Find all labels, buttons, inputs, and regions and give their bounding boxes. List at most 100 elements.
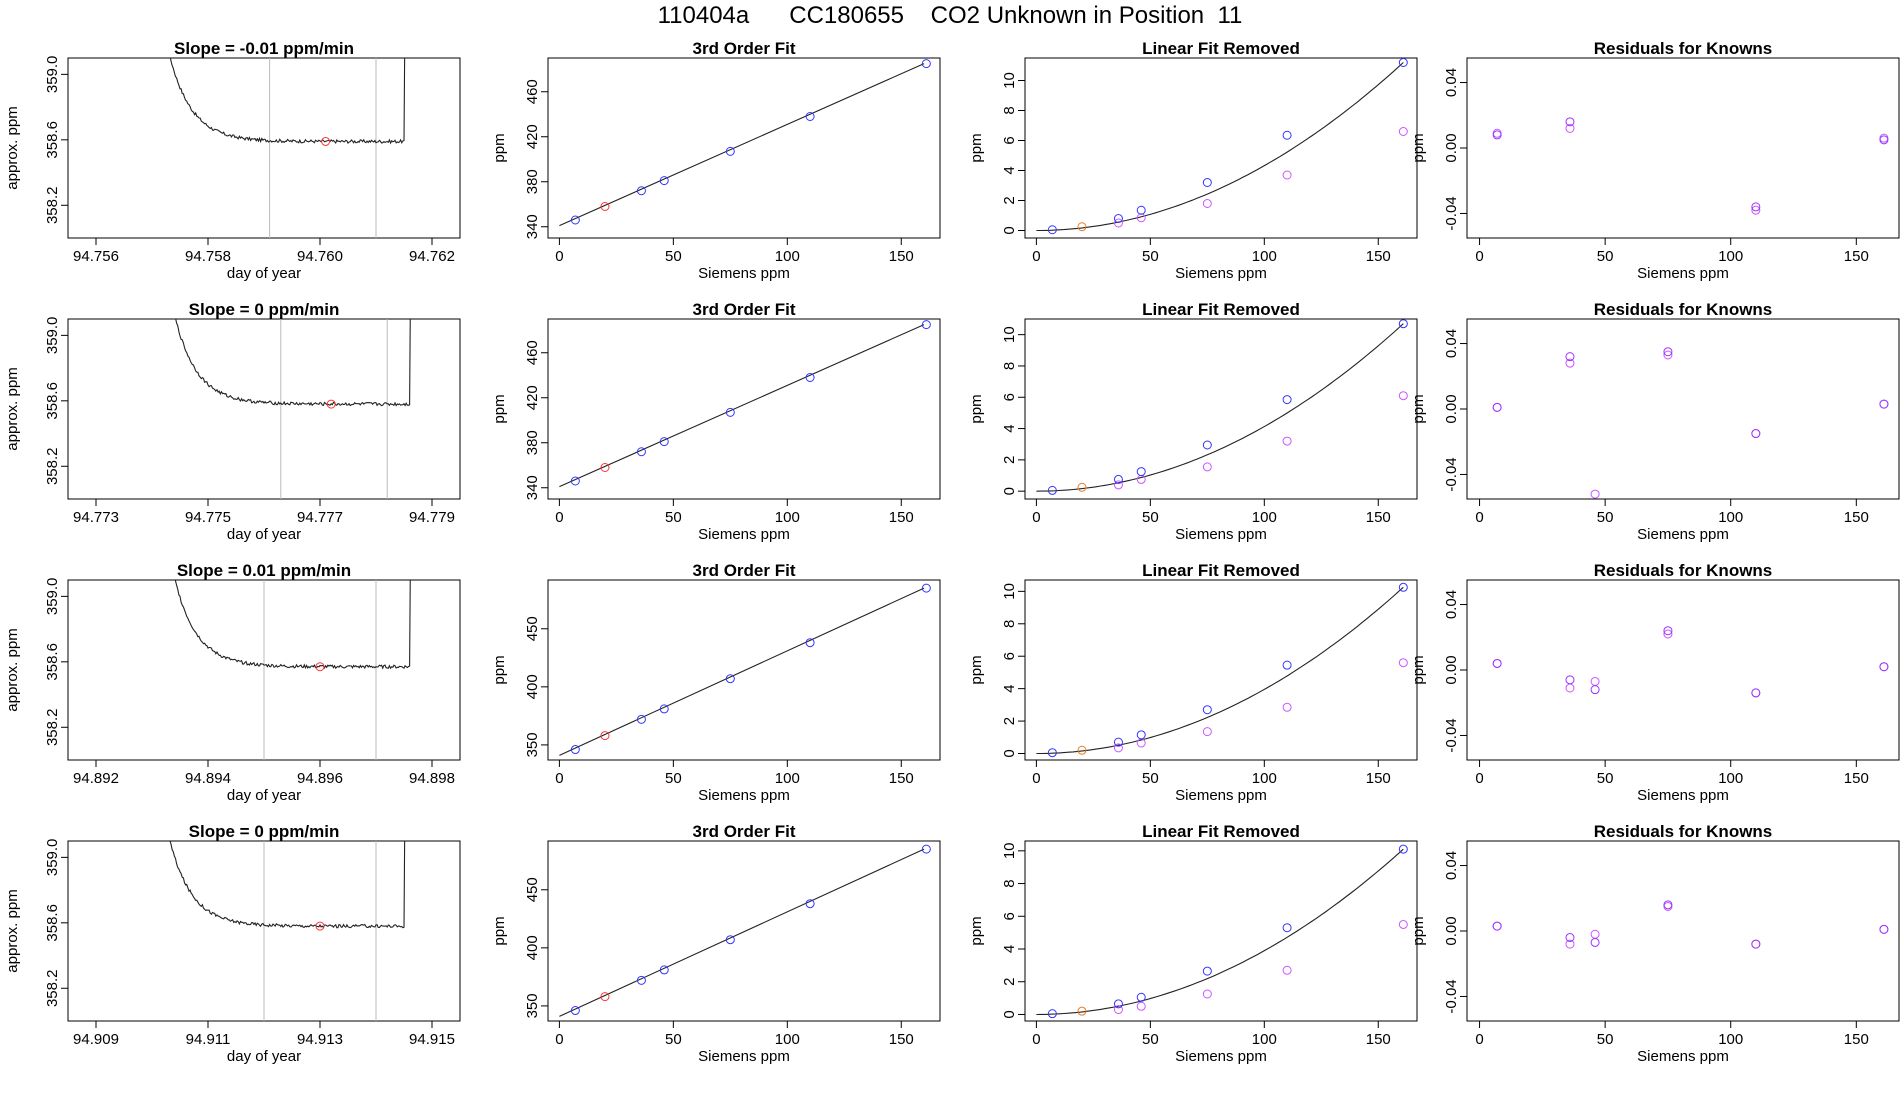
x-axis-label: Siemens ppm bbox=[1175, 526, 1267, 543]
x-tick-label: 50 bbox=[1142, 509, 1159, 526]
x-tick-label: 150 bbox=[1366, 1031, 1391, 1048]
x-tick-label: 100 bbox=[1718, 248, 1743, 265]
known-point bbox=[570, 1006, 580, 1016]
plot-area bbox=[559, 59, 931, 227]
y-tick-label: 8 bbox=[1001, 106, 1018, 114]
removed-point bbox=[1136, 1001, 1146, 1011]
x-tick-label: 100 bbox=[775, 770, 800, 787]
residual-point bbox=[1879, 662, 1889, 672]
x-tick-label: 150 bbox=[1366, 509, 1391, 526]
removed-point bbox=[1398, 658, 1408, 668]
panel-r2-c4: Residuals for Knowns 0 50 100 150 -0.04 0.00 0.… bbox=[1410, 300, 1900, 543]
plot-frame bbox=[1466, 318, 1900, 500]
y-tick-label: 400 bbox=[524, 674, 541, 699]
unknown-sample-marker bbox=[326, 399, 336, 409]
plot-area bbox=[1492, 900, 1889, 949]
x-tick-label: 150 bbox=[889, 248, 914, 265]
y-axis-label: ppm bbox=[1410, 916, 1427, 945]
y-axis-label: approx. ppm bbox=[4, 628, 21, 711]
plot-area bbox=[174, 580, 411, 760]
y-tick-label: 6 bbox=[1001, 136, 1018, 144]
panel-title: Linear Fit Removed bbox=[1142, 300, 1300, 319]
y-tick-label: 0.00 bbox=[1443, 394, 1460, 423]
panel-r2-c1: Slope = 0 ppm/min 94.773 94.775 94.777 94.77… bbox=[4, 300, 461, 543]
x-tick-label: 0 bbox=[1475, 1031, 1483, 1048]
panel-title: Linear Fit Removed bbox=[1142, 39, 1300, 58]
y-axis-label: ppm bbox=[968, 394, 985, 423]
y-tick-label: 358.6 bbox=[44, 904, 61, 942]
y-tick-label: 0.00 bbox=[1443, 133, 1460, 162]
y-axis-label: ppm bbox=[491, 916, 508, 945]
y-tick-label: 4 bbox=[1001, 945, 1018, 953]
y-tick-label: -0.04 bbox=[1443, 196, 1460, 230]
x-tick-label: 94.913 bbox=[297, 1031, 343, 1048]
y-tick-label: 358.6 bbox=[44, 382, 61, 420]
panel-title: Residuals for Knowns bbox=[1594, 561, 1773, 580]
removed-point bbox=[1590, 489, 1600, 499]
removed-point bbox=[1565, 123, 1575, 133]
x-axis-label: Siemens ppm bbox=[1637, 526, 1729, 543]
y-tick-label: -0.04 bbox=[1443, 718, 1460, 752]
y-tick-label: 340 bbox=[524, 475, 541, 500]
plot-area bbox=[1492, 117, 1889, 215]
plot-frame bbox=[1024, 318, 1418, 500]
known-point bbox=[805, 373, 815, 382]
x-axis-label: Siemens ppm bbox=[1175, 1048, 1267, 1065]
x-axis-label: Siemens ppm bbox=[698, 1048, 790, 1065]
known-point bbox=[725, 674, 735, 684]
residual-point bbox=[1565, 352, 1575, 362]
y-tick-label: 4 bbox=[1001, 424, 1018, 432]
known-point bbox=[1202, 966, 1212, 976]
y-axis-label: ppm bbox=[491, 394, 508, 423]
plot-frame bbox=[547, 318, 941, 500]
y-tick-label: 2 bbox=[1001, 717, 1018, 725]
removed-point bbox=[1202, 727, 1212, 737]
x-tick-label: 50 bbox=[665, 1031, 682, 1048]
known-point bbox=[1202, 178, 1212, 187]
known-point bbox=[725, 935, 735, 945]
plot-area bbox=[1036, 844, 1408, 1019]
x-tick-label: 150 bbox=[1844, 248, 1869, 265]
panel-title: Slope = 0 ppm/min bbox=[189, 822, 340, 841]
panel-title: 3rd Order Fit bbox=[693, 39, 796, 58]
x-tick-label: 50 bbox=[1142, 770, 1159, 787]
known-point bbox=[921, 320, 931, 330]
known-point bbox=[659, 176, 669, 186]
x-tick-label: 100 bbox=[775, 248, 800, 265]
y-axis-label: approx. ppm bbox=[4, 367, 21, 450]
plot-frame bbox=[547, 840, 941, 1022]
plot-area bbox=[175, 319, 411, 499]
removed-point bbox=[1663, 629, 1673, 639]
removed-point bbox=[1282, 436, 1292, 446]
panel-r4-c3: Linear Fit Removed 0 50 100 150 0 2 4 6 8 10 Siemen… bbox=[968, 822, 1418, 1065]
known-point bbox=[1398, 844, 1408, 854]
known-point bbox=[1047, 485, 1057, 495]
y-tick-label: 10 bbox=[1001, 72, 1018, 89]
x-axis-label: day of year bbox=[227, 526, 301, 543]
x-tick-label: 94.777 bbox=[297, 509, 343, 526]
x-tick-label: 150 bbox=[1366, 248, 1391, 265]
x-axis-label: Siemens ppm bbox=[698, 526, 790, 543]
residual-point bbox=[1663, 347, 1673, 357]
known-point bbox=[636, 447, 646, 457]
y-axis-label: ppm bbox=[968, 916, 985, 945]
y-tick-label: 6 bbox=[1001, 912, 1018, 920]
x-tick-label: 94.779 bbox=[409, 509, 455, 526]
x-tick-label: 0 bbox=[1032, 248, 1040, 265]
x-tick-label: 0 bbox=[1032, 770, 1040, 787]
plot-frame bbox=[547, 579, 941, 761]
x-tick-label: 100 bbox=[1718, 509, 1743, 526]
y-tick-label: 450 bbox=[524, 616, 541, 641]
x-tick-label: 0 bbox=[1475, 248, 1483, 265]
x-tick-label: 50 bbox=[1597, 248, 1614, 265]
concentration-trace bbox=[175, 319, 411, 407]
known-point bbox=[1113, 737, 1123, 747]
y-tick-label: 10 bbox=[1001, 583, 1018, 600]
removed-point bbox=[1282, 702, 1292, 712]
x-tick-label: 0 bbox=[555, 248, 563, 265]
y-tick-label: 0.04 bbox=[1443, 329, 1460, 358]
residual-point bbox=[1663, 626, 1673, 636]
panel-title: Slope = 0 ppm/min bbox=[189, 300, 340, 319]
x-axis-label: day of year bbox=[227, 1048, 301, 1065]
y-tick-label: 400 bbox=[524, 935, 541, 960]
